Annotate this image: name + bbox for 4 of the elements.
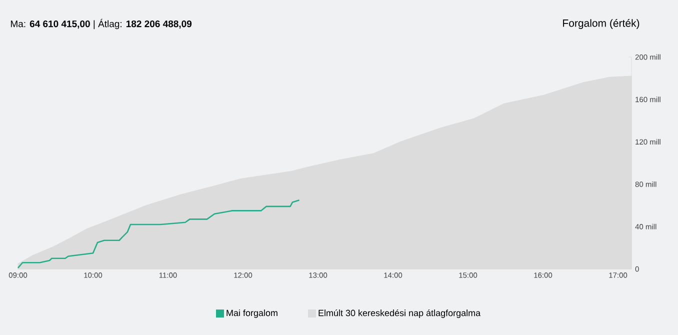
- chart-subtitle: Forgalom (érték): [563, 19, 640, 29]
- legend-label: Elmúlt 30 kereskedési nap átlagforgalma: [318, 309, 481, 318]
- legend-label: Mai forgalom: [226, 310, 278, 318]
- chart-title: Ma: 64 610 415,00 | Átlag: 182 206 488,09: [10, 18, 192, 30]
